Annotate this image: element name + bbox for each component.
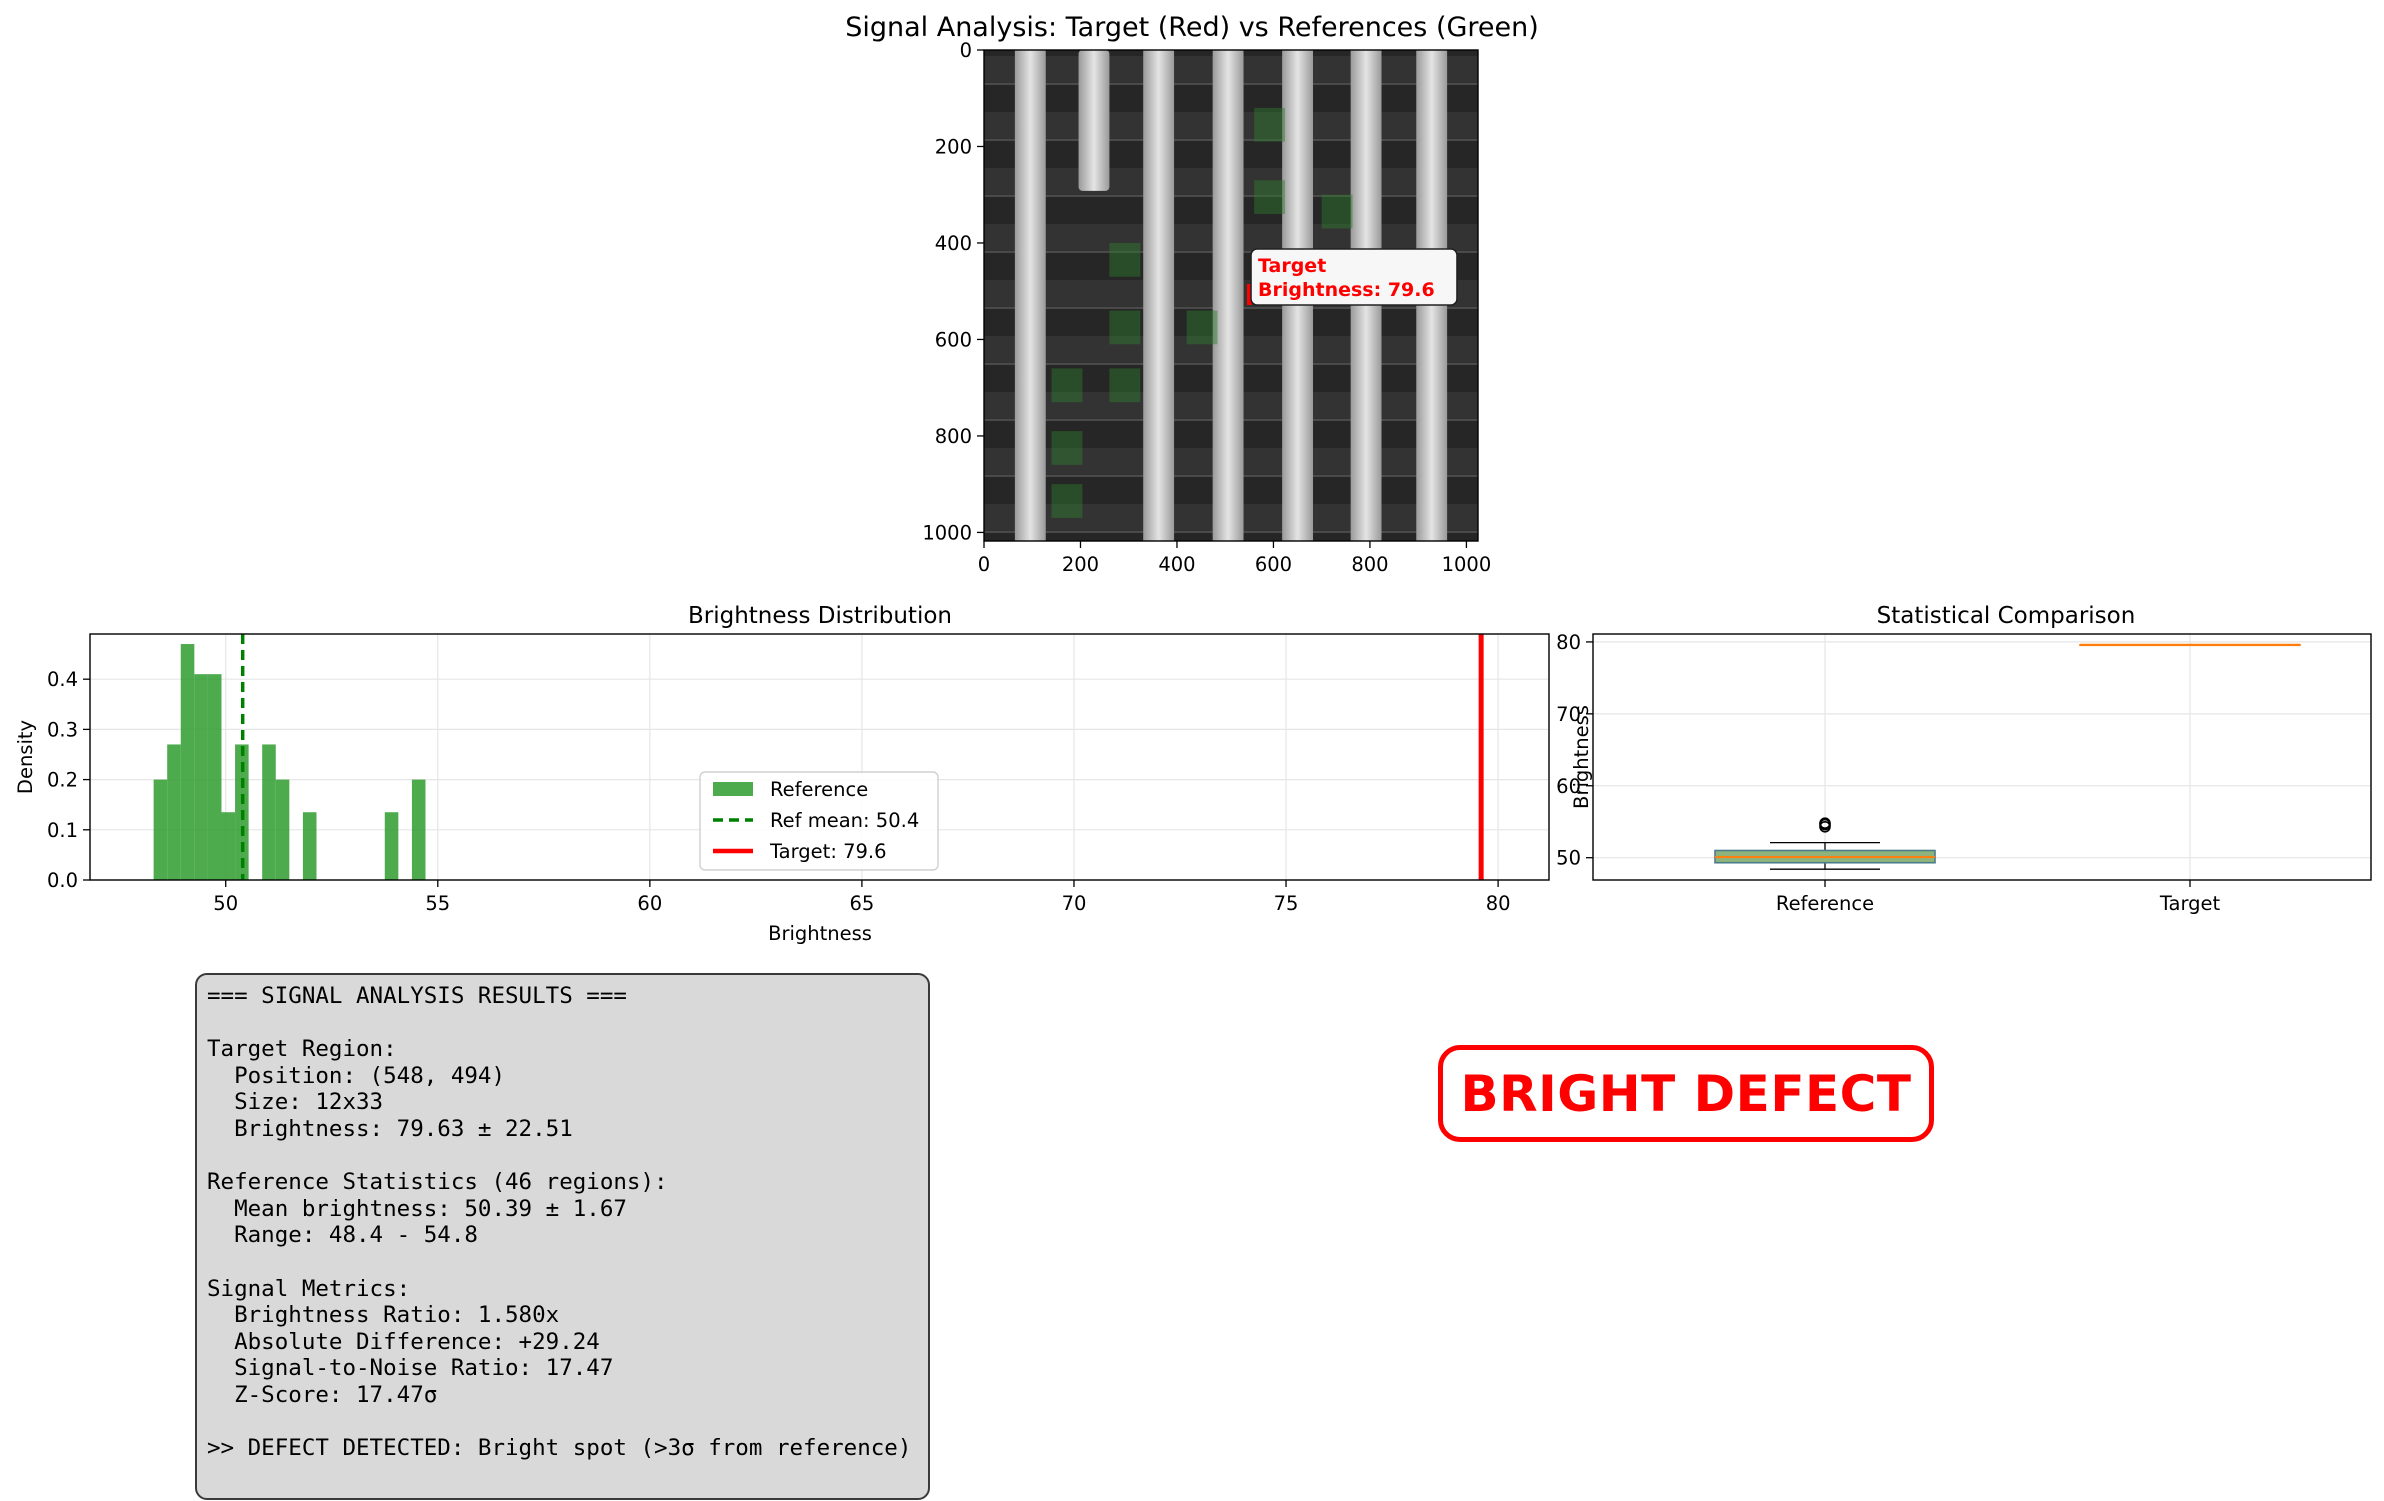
histogram-bar [207, 674, 222, 880]
image-y-tick-label: 600 [935, 328, 972, 351]
histogram-bar [221, 812, 236, 880]
boxplot-y-tick-label: 50 [1556, 847, 1581, 870]
reference-region [1254, 107, 1286, 142]
histogram-title: Brightness Distribution [688, 603, 952, 629]
image-stripe-3 [1212, 50, 1244, 541]
target-annotation-line2: Brightness: 79.6 [1258, 279, 1435, 301]
image-stripe-1 [1014, 50, 1046, 541]
histogram-frame [89, 633, 1550, 881]
histogram-bar [153, 779, 168, 880]
target-region-marker [1247, 284, 1252, 305]
boxplot-title: Statistical Comparison [1877, 603, 2136, 629]
histogram-bar [275, 779, 290, 880]
image-y-tick-label: 400 [935, 232, 972, 255]
histogram-y-tick-label: 0.0 [47, 869, 78, 892]
histogram-legend: Reference Ref mean: 50.4 Target: 79.6 [699, 771, 939, 871]
image-x-tick-label: 400 [1158, 553, 1195, 576]
reference-region [1109, 310, 1141, 345]
histogram-ylabel: Density [14, 720, 37, 794]
boxplot-x-tick-label: Target [2159, 892, 2221, 915]
histogram-y-tick-label: 0.2 [47, 769, 78, 792]
histogram-xlabel: Brightness [768, 922, 872, 945]
image-x-tick-label: 1000 [1442, 553, 1492, 576]
histogram-bar [167, 744, 181, 880]
reference-region [1109, 242, 1141, 277]
image-stripe-short [1078, 50, 1110, 191]
histogram-y-tick-label: 0.1 [47, 819, 78, 842]
histogram-bar [302, 812, 317, 880]
reference-region [1321, 194, 1353, 229]
image-x-tick-label: 0 [978, 553, 990, 576]
boxplot-y-tick-label: 70 [1556, 703, 1581, 726]
target-annotation-line1: Target [1258, 255, 1326, 277]
image-panel: 0 200 400 600 800 1000 0 200 400 600 800 1000 Targe… [922, 39, 1491, 576]
boxplot-y-tick-label: 60 [1556, 775, 1581, 798]
reference-region [1051, 484, 1083, 518]
figure-title: Signal Analysis: Target (Red) vs Referen… [845, 12, 1539, 43]
verdict-badge: BRIGHT DEFECT [1438, 1045, 1934, 1142]
boxplot-plot-area [1593, 634, 2371, 880]
histogram-x-tick-label: 55 [425, 892, 450, 915]
legend-target-label: Target: 79.6 [769, 840, 887, 863]
reference-flier [1819, 817, 1831, 829]
boxplot-frame [1592, 633, 2372, 881]
legend-ref-mean-label: Ref mean: 50.4 [770, 809, 919, 832]
boxplot-x-tick-label: Reference [1776, 892, 1874, 915]
histogram-bar [194, 674, 208, 880]
results-panel: === SIGNAL ANALYSIS RESULTS === Target R… [195, 973, 930, 1500]
verdict-label: BRIGHT DEFECT [1460, 1064, 1912, 1123]
boxplot-y-tick-label: 80 [1556, 631, 1581, 654]
histogram-panel: Brightness Distribution 50 55 60 65 70 75 80 0.… [14, 603, 1550, 945]
histogram-x-tick-label: 80 [1486, 892, 1511, 915]
reference-region [1051, 368, 1083, 403]
histogram-bar [411, 779, 426, 880]
image-x-tick-label: 600 [1255, 553, 1292, 576]
boxplot-panel: Statistical Comparison Reference Target 50… [1556, 603, 2372, 915]
reference-region [1186, 310, 1218, 345]
image-y-tick-label: 0 [960, 39, 972, 62]
image-x-tick-label: 200 [1062, 553, 1099, 576]
reference-region [1109, 368, 1141, 403]
histogram-bar [180, 644, 195, 880]
image-x-tick-label: 800 [1351, 553, 1388, 576]
boxplot-ylabel: Brightness [1570, 705, 1593, 809]
image-y-tick-label: 1000 [922, 521, 972, 544]
histogram-x-tick-label: 50 [213, 892, 238, 915]
histogram-y-tick-label: 0.4 [47, 668, 78, 691]
histogram-x-tick-label: 75 [1274, 892, 1299, 915]
image-frame [983, 49, 1479, 542]
legend-frame [699, 771, 939, 871]
histogram-bar [262, 744, 276, 880]
legend-reference-label: Reference [770, 778, 868, 801]
histogram-bar [384, 812, 399, 880]
histogram-x-tick-label: 70 [1062, 892, 1087, 915]
target-annotation-box [1250, 248, 1458, 306]
histogram-x-tick-label: 60 [637, 892, 662, 915]
results-text: === SIGNAL ANALYSIS RESULTS === Target R… [207, 983, 912, 1462]
histogram-x-tick-label: 65 [849, 892, 874, 915]
reference-region [1254, 180, 1286, 215]
image-stripe-2 [1143, 50, 1175, 541]
legend-reference-swatch [713, 782, 753, 796]
histogram-y-tick-label: 0.3 [47, 718, 78, 741]
image-y-tick-label: 800 [935, 425, 972, 448]
image-y-tick-label: 200 [935, 135, 972, 158]
reference-region [1051, 431, 1083, 465]
